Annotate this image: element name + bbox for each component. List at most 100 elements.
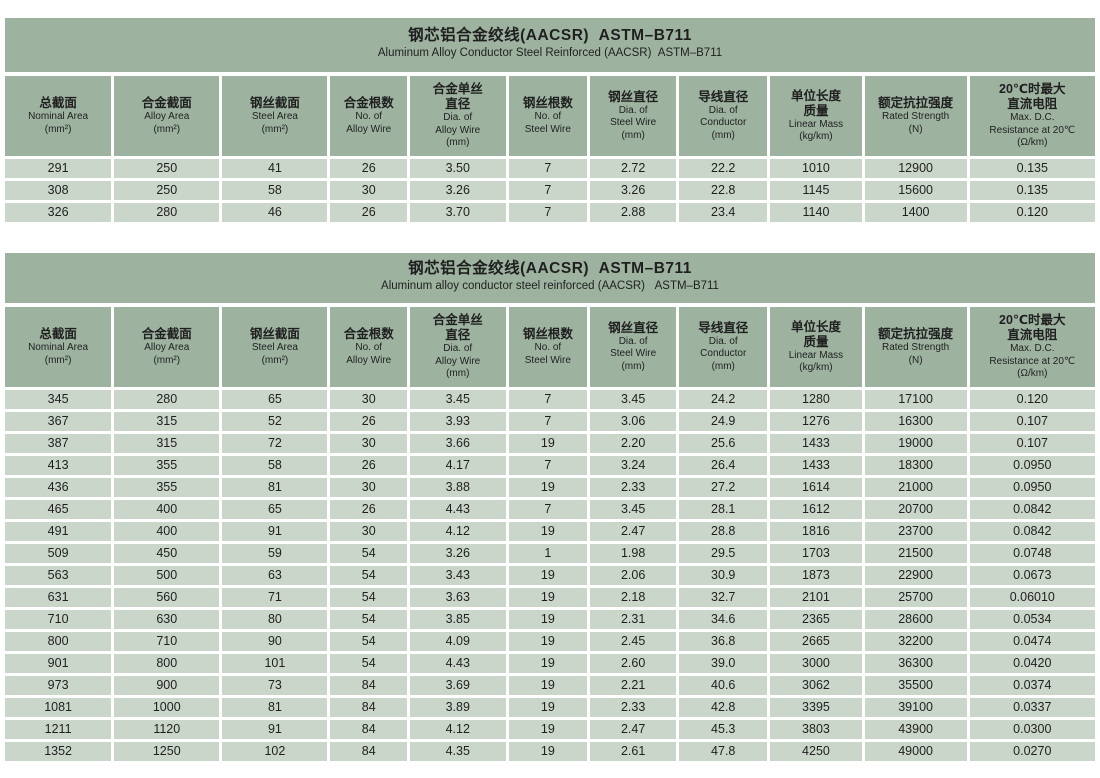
cell-dc-resistance: 0.120 [969,203,1095,222]
cell-dia-steel-wire: 2.72 [590,159,677,178]
cell-alloy-area: 355 [114,456,220,475]
column-header-en-line: Steel Area [251,342,298,353]
table-row: 491 400 91 30 4.12 19 2.47 28.8 1816 23700 0.0842 [5,522,1095,541]
cell-linear-mass: 1816 [770,522,862,541]
column-header-en-line: (mm) [711,360,735,372]
column-header-en-line: Steel Wire [524,123,571,135]
cell-no-alloy-wire: 30 [330,522,407,541]
column-header-no-alloy-wire: 合金根数 No. of Alloy Wire [330,307,407,387]
cell-rated-strength: 23700 [864,522,967,541]
column-header-zh-line: 合金单丝 [432,82,483,97]
column-header-en-line: Alloy Area [144,111,190,122]
cell-dia-alloy-wire: 3.43 [409,566,506,585]
column-header-en-line: Steel Wire [610,117,657,129]
column-header-zh-line: 钢丝直径 [608,320,659,335]
table-title-band: 钢芯铝合金绞线(AACSR) ASTM–B711 Aluminum alloy … [5,253,1095,303]
cell-dia-conductor: 42.8 [679,698,768,717]
cell-linear-mass: 1873 [770,566,862,585]
column-header-en-line: (mm) [621,360,645,372]
column-header-en-line: (mm) [621,129,645,141]
cell-no-steel-wire: 19 [508,610,588,629]
cell-no-steel-wire: 7 [508,203,588,222]
cell-alloy-area: 630 [114,610,220,629]
cell-rated-strength: 25700 [864,588,967,607]
column-header-en-line: (N) [908,123,923,135]
column-header-en-line: Rated Strength [881,342,950,353]
cell-dc-resistance: 0.0474 [969,632,1095,651]
cell-dia-conductor: 30.9 [679,566,768,585]
column-header-en-line: (mm) [446,368,470,380]
cell-alloy-area: 280 [114,203,220,222]
cell-no-steel-wire: 7 [508,390,588,409]
cell-dia-alloy-wire: 3.50 [409,159,506,178]
column-header-en-line: Steel Wire [610,348,657,360]
cell-dia-conductor: 29.5 [679,544,768,563]
cell-dc-resistance: 0.0673 [969,566,1095,585]
cell-steel-area: 59 [222,544,328,563]
cell-rated-strength: 12900 [864,159,967,178]
column-header-en-line: (Ω/km) [1017,368,1048,380]
column-header-en-line: Dia. of [618,104,648,116]
column-header-zh-line: 直流电阻 [1007,328,1058,343]
cell-linear-mass: 1703 [770,544,862,563]
cell-alloy-area: 1250 [114,742,220,761]
cell-dc-resistance: 0.120 [969,390,1095,409]
cell-dc-resistance: 0.06010 [969,588,1095,607]
column-header-zh-line: 单位长度 [790,319,841,334]
column-header-no-steel-wire: 钢丝根数 No. of Steel Wire [508,76,588,156]
cell-nominal-area: 291 [5,159,112,178]
cell-dia-steel-wire: 2.18 [590,588,677,607]
cell-nominal-area: 345 [5,390,112,409]
column-header-en-line: Dia. of [618,335,648,347]
cell-alloy-area: 800 [114,654,220,673]
cell-dia-conductor: 34.6 [679,610,768,629]
column-header-zh-line: 额定抗拉强度 [878,96,954,110]
column-header-en-line: Nominal Area [28,111,89,122]
aacsr-table-block-2: 钢芯铝合金绞线(AACSR) ASTM–B711 Aluminum alloy … [2,253,1098,764]
cell-dc-resistance: 0.0420 [969,654,1095,673]
header-row: 总截面 Nominal Area (mm²) 合金截面 Alloy Area (mm²) 钢… [5,307,1095,387]
column-header-zh-line: 20℃时最大 [999,82,1066,97]
column-header-en-line: (mm²) [261,123,289,135]
cell-rated-strength: 17100 [864,390,967,409]
cell-dia-alloy-wire: 3.89 [409,698,506,717]
cell-alloy-area: 315 [114,412,220,431]
column-header-no-alloy-wire: 合金根数 No. of Alloy Wire [330,76,407,156]
table-row: 509 450 59 54 3.26 1 1.98 29.5 1703 21500 0.0748 [5,544,1095,563]
column-header-en-line: Nominal Area [28,342,89,353]
column-header-dc-resistance: 20℃时最大 直流电阻 Max. D.C. Resistance at 20℃ (Ω/k… [969,76,1095,156]
column-header-zh-line: 导线直径 [698,320,749,335]
cell-no-alloy-wire: 54 [330,566,407,585]
cell-nominal-area: 465 [5,500,112,519]
column-header-en-line: Conductor [700,117,747,129]
cell-dia-conductor: 45.3 [679,720,768,739]
cell-dia-alloy-wire: 3.70 [409,203,506,222]
table-row: 413 355 58 26 4.17 7 3.24 26.4 1433 18300 0.0950 [5,456,1095,475]
cell-dia-steel-wire: 2.33 [590,698,677,717]
column-header-zh-line: 质量 [803,103,829,118]
cell-nominal-area: 631 [5,588,112,607]
cell-alloy-area: 355 [114,478,220,497]
cell-steel-area: 58 [222,181,328,200]
table-row: 1352 1250 102 84 4.35 19 2.61 47.8 4250 49000 0.02… [5,742,1095,761]
column-header-en-line: Dia. of [708,335,738,347]
cell-nominal-area: 1081 [5,698,112,717]
cell-linear-mass: 1433 [770,434,862,453]
cell-dia-conductor: 39.0 [679,654,768,673]
column-header-zh-line: 合金截面 [141,327,192,341]
column-header-zh-line: 直径 [445,328,471,343]
cell-steel-area: 63 [222,566,328,585]
header-row: 总截面 Nominal Area (mm²) 合金截面 Alloy Area (mm²) 钢… [5,76,1095,156]
cell-no-steel-wire: 19 [508,720,588,739]
cell-alloy-area: 900 [114,676,220,695]
cell-dia-conductor: 24.9 [679,412,768,431]
cell-nominal-area: 326 [5,203,112,222]
column-header-zh-line: 合金根数 [343,96,394,110]
cell-steel-area: 101 [222,654,328,673]
cell-linear-mass: 1280 [770,390,862,409]
column-header-en-line: Steel Wire [524,354,571,366]
cell-dc-resistance: 0.107 [969,434,1095,453]
column-header-zh-line: 钢丝根数 [522,96,573,110]
cell-dia-steel-wire: 2.31 [590,610,677,629]
aacsr-table-block-1: 钢芯铝合金绞线(AACSR) ASTM–B711 Aluminum Alloy … [2,18,1098,225]
